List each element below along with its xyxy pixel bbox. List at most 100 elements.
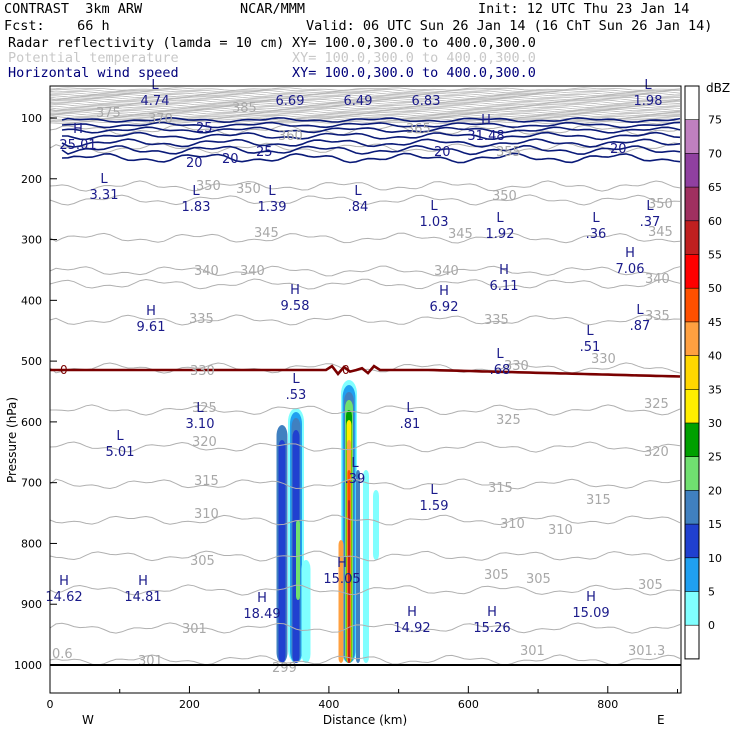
x-axis-label: Distance (km) [323,713,407,727]
extremum-kind: H [290,283,300,298]
y-axis-label: Pressure (hPa) [5,397,19,483]
y-tick-label: 500 [21,355,42,368]
colorbar-swatch [685,591,699,626]
zero-contour-line [50,364,681,378]
theta-label: 301 [182,622,207,637]
theta-label: 335 [645,309,670,324]
colorbar-swatch [685,119,699,154]
wind-extremum: H14.92 [393,605,430,636]
wind-extremum: L3.31 [90,172,119,203]
field-wind: Horizontal wind speed [8,65,179,81]
extremum-value: 7.06 [616,262,645,277]
extremum-kind: L [116,429,124,444]
wind-extremum: L.87 [630,303,651,334]
theta-label: 305 [484,568,509,583]
colorbar-swatch [685,86,699,120]
extremum-value: 6.11 [490,279,519,294]
colorbar-label: 40 [708,350,722,363]
extremum-kind: L [354,184,362,199]
y-tick-label: 1000 [14,659,42,672]
theta-line [50,91,681,95]
extremum-value: .87 [630,319,651,334]
theta-line [49,112,680,117]
wind-extremum: H18.49 [243,591,280,622]
theta-label: 385 [232,101,257,116]
y-tick-label: 100 [21,112,42,125]
colorbar-label: 20 [708,484,722,497]
colorbar-swatch [685,456,699,491]
wind-contour [62,131,681,141]
theta-label: 315 [194,474,219,489]
theta-line [49,265,681,277]
theta-line [49,104,680,109]
plot-header: CONTRAST 3km ARW NCAR/MMM Init: 12 UTC T… [0,0,740,84]
theta-label: 365 [406,122,431,137]
theta-line [49,314,681,326]
theta-line [49,108,681,113]
wind-extremum: L.51 [580,324,601,355]
extremum-kind: L [496,211,504,226]
wind-extremum: H14.62 [45,574,82,605]
extremum-value: 25.01 [59,138,96,153]
theta-line [49,95,681,99]
theta-label: 305 [638,578,663,593]
wind-extremum: L.84 [348,184,369,215]
wind-extremum: L.81 [400,401,421,432]
extremum-value: 1.98 [634,94,663,109]
extremum-value: 3.10 [186,417,215,432]
extremum-value: 31.48 [467,129,504,144]
reflectivity-cell [363,470,369,663]
wind-contour-label: 20 [222,152,239,167]
theta-label: 305 [526,572,551,587]
extremum-kind: H [481,113,491,128]
wind-contour [61,144,681,156]
wind-extremum: H6.11 [490,263,519,294]
extremum-value: 9.58 [281,299,310,314]
wind-contours [61,116,681,164]
wind-extremum: H14.81 [124,574,161,605]
field-reflectivity: Radar reflectivity (lamda = 10 cm) [8,35,285,51]
colorbar-label: 35 [708,383,722,396]
extremum-kind: H [407,605,417,620]
colorbar-swatch [685,423,699,457]
extremum-value: .39 [345,472,366,487]
extremum-value: 14.92 [393,621,430,636]
colorbar-swatch [685,389,699,424]
xy-theta: XY= 100.0,300.0 to 400.0,300.0 [292,50,536,66]
theta-label: 310 [500,517,525,532]
extremum-kind: H [337,556,347,571]
colorbar-label: 15 [708,518,722,531]
wind-extremum: L1.92 [486,211,515,242]
colorbar-label: 5 [708,586,715,599]
extremum-value: 1.03 [420,215,449,230]
extremum-kind: L [586,324,594,339]
extremum-value: .36 [586,227,607,242]
wind-extremum: H6.92 [430,284,459,315]
x-tick-label: 200 [179,698,200,711]
colorbar-label: 70 [708,147,722,160]
extremum-kind: H [138,574,148,589]
y-tick-label: 300 [21,234,42,247]
colorbar-swatch [685,625,699,660]
wind-contour-label: 25 [256,145,273,160]
theta-label: 335 [189,312,214,327]
theta-line [49,106,681,110]
theta-line [49,115,681,120]
wind-extremum: L.37 [640,199,661,230]
theta-label: 330 [190,364,215,379]
extremum-value: 4.74 [141,94,170,109]
theta-label: 305 [190,554,215,569]
theta-label: 350 [492,189,517,204]
theta-label: 315 [488,481,513,496]
model-name: CONTRAST 3km ARW [4,1,143,17]
wind-extremum: L1.39 [258,184,287,215]
wind-contour [61,138,681,148]
theta-line [49,107,681,111]
extremum-kind: L [496,347,504,362]
wind-extremum: L1.83 [182,184,211,215]
wind-extremum: L1.98 [634,78,663,109]
theta-line [49,114,681,118]
reflectivity-cell [301,560,311,663]
extremum-value: .68 [490,363,511,378]
